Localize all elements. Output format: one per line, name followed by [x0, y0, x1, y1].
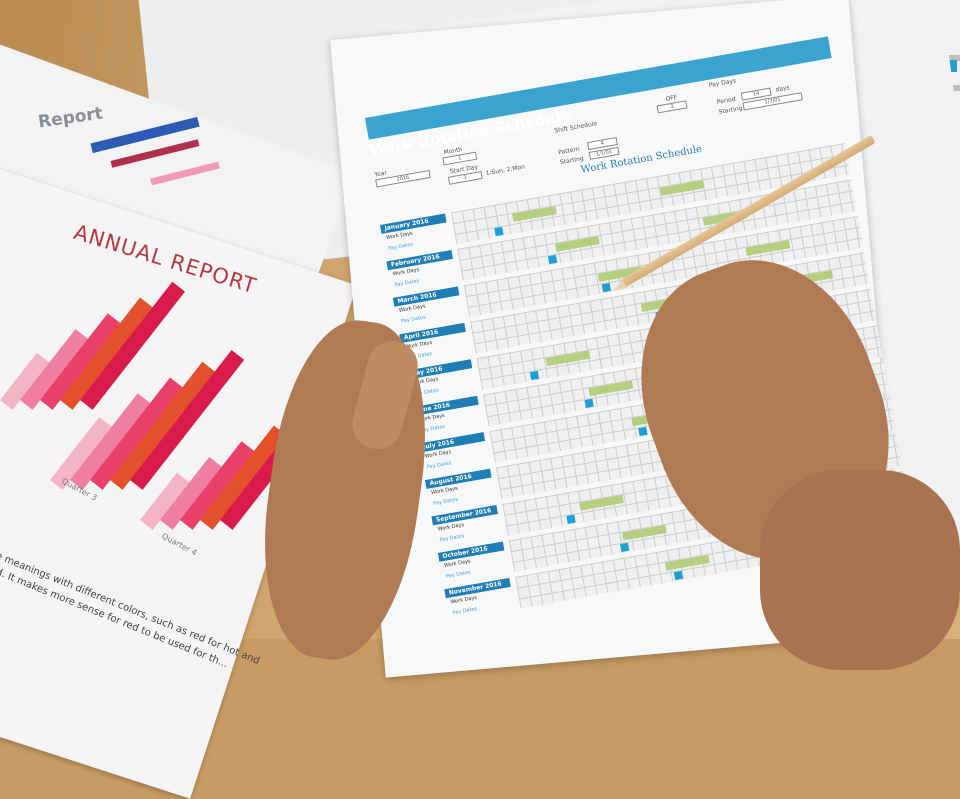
work-days-block — [659, 180, 705, 196]
pay-date-marker — [530, 370, 540, 381]
pay-dates-label: Pay Dates — [432, 496, 459, 507]
work-days-block — [512, 206, 557, 222]
pay-dates-label: Pay Dates — [445, 569, 472, 580]
pay-date-marker — [637, 426, 648, 437]
work-days-block — [579, 494, 624, 511]
pay-date-marker — [548, 254, 558, 265]
pay-date-marker — [494, 226, 504, 237]
right-wrist — [760, 470, 960, 670]
pay-date-marker — [566, 514, 576, 524]
work-days-block — [622, 524, 667, 541]
work-days-block — [545, 350, 591, 367]
work-days-block — [745, 240, 791, 256]
pay-date-marker — [584, 398, 594, 409]
pay-dates-label: Pay Dates — [400, 314, 427, 325]
pay-dates-label: Pay Dates — [426, 460, 452, 471]
work-days-block — [588, 380, 634, 397]
work-days-block — [664, 555, 710, 571]
work-days-block — [554, 236, 600, 252]
pay-dates-label: Pay Dates — [387, 241, 414, 252]
pay-dates-label: Pay Dates — [439, 533, 465, 544]
pay-dates-label: Pay Dates — [452, 606, 478, 617]
pay-date-marker — [601, 282, 612, 293]
pay-dates-label: Pay Dates — [394, 278, 420, 289]
pay-date-marker — [673, 570, 684, 581]
pay-date-marker — [619, 542, 630, 553]
